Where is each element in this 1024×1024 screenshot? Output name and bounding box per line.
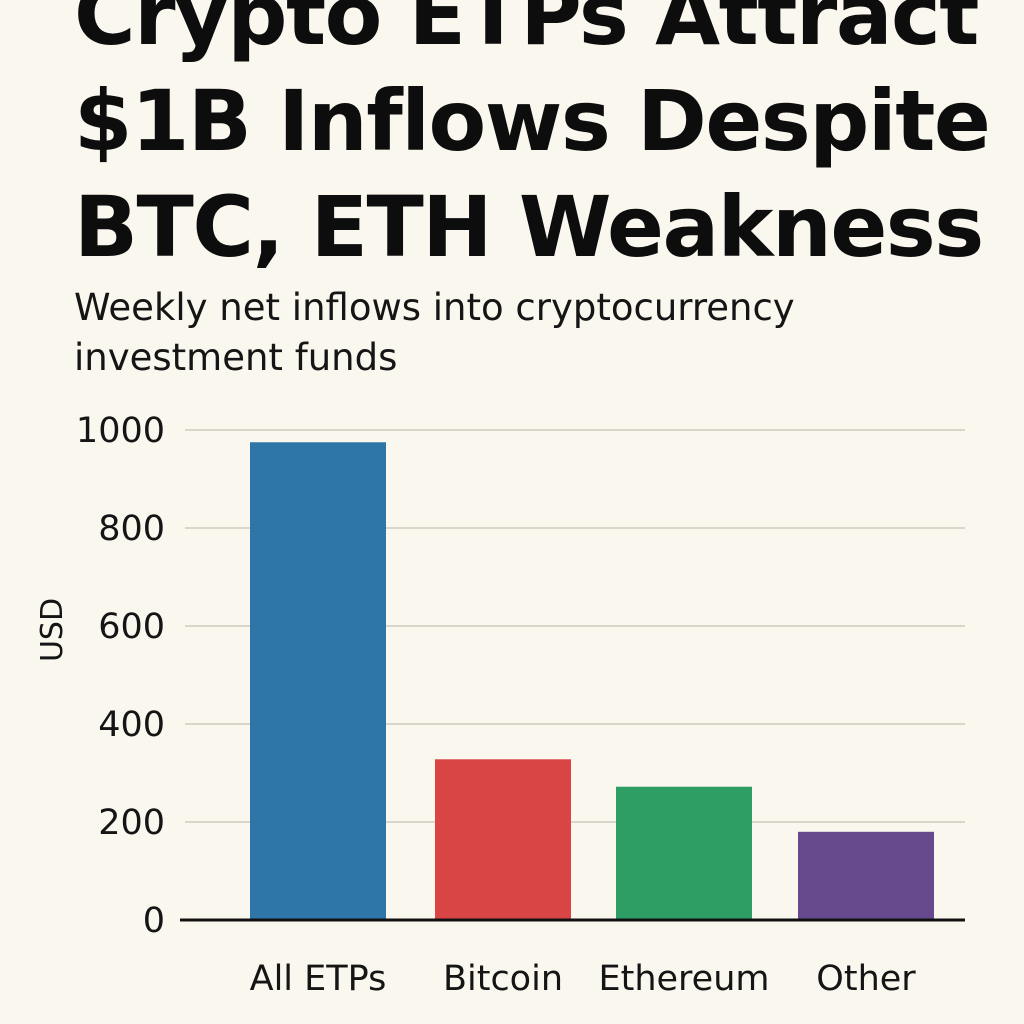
label-layer: 0 200 400 600 800 1000 All ETPs Bitcoin Ethereum… (35, 411, 916, 999)
y-tick-label-800: 800 (98, 509, 165, 549)
x-tick-label-other: Other (816, 959, 916, 999)
chart-title-line-2: $1B Inflows Despite (74, 72, 991, 170)
y-axis-title: USD (35, 598, 70, 662)
bar-ethereum (616, 786, 752, 920)
x-tick-label-bitcoin: Bitcoin (443, 959, 563, 999)
y-tick-label-200: 200 (98, 803, 165, 843)
y-tick-label-600: 600 (98, 607, 165, 647)
chart-title-line-1: Crypto ETPs Attract (74, 0, 979, 64)
bar-layer (250, 442, 934, 920)
bar-bitcoin (435, 759, 571, 920)
chart-subtitle: Weekly net inflows into cryptocurrency i… (74, 283, 974, 383)
bar-other (798, 831, 934, 920)
bar-all-etps (250, 442, 386, 920)
x-tick-label-ethereum: Ethereum (599, 959, 770, 999)
x-tick-label-all-etps: All ETPs (250, 959, 387, 999)
chart-subtitle-line-2: investment funds (74, 336, 398, 379)
chart-title: Crypto ETPs Attract $1B Inflows Despite … (74, 0, 1014, 280)
chart-subtitle-line-1: Weekly net inflows into cryptocurrency (74, 286, 795, 329)
y-tick-label-0: 0 (143, 901, 165, 941)
y-tick-label-400: 400 (98, 705, 165, 745)
y-tick-label-1000: 1000 (76, 411, 165, 451)
chart-title-line-3: BTC, ETH Weakness (74, 178, 984, 276)
